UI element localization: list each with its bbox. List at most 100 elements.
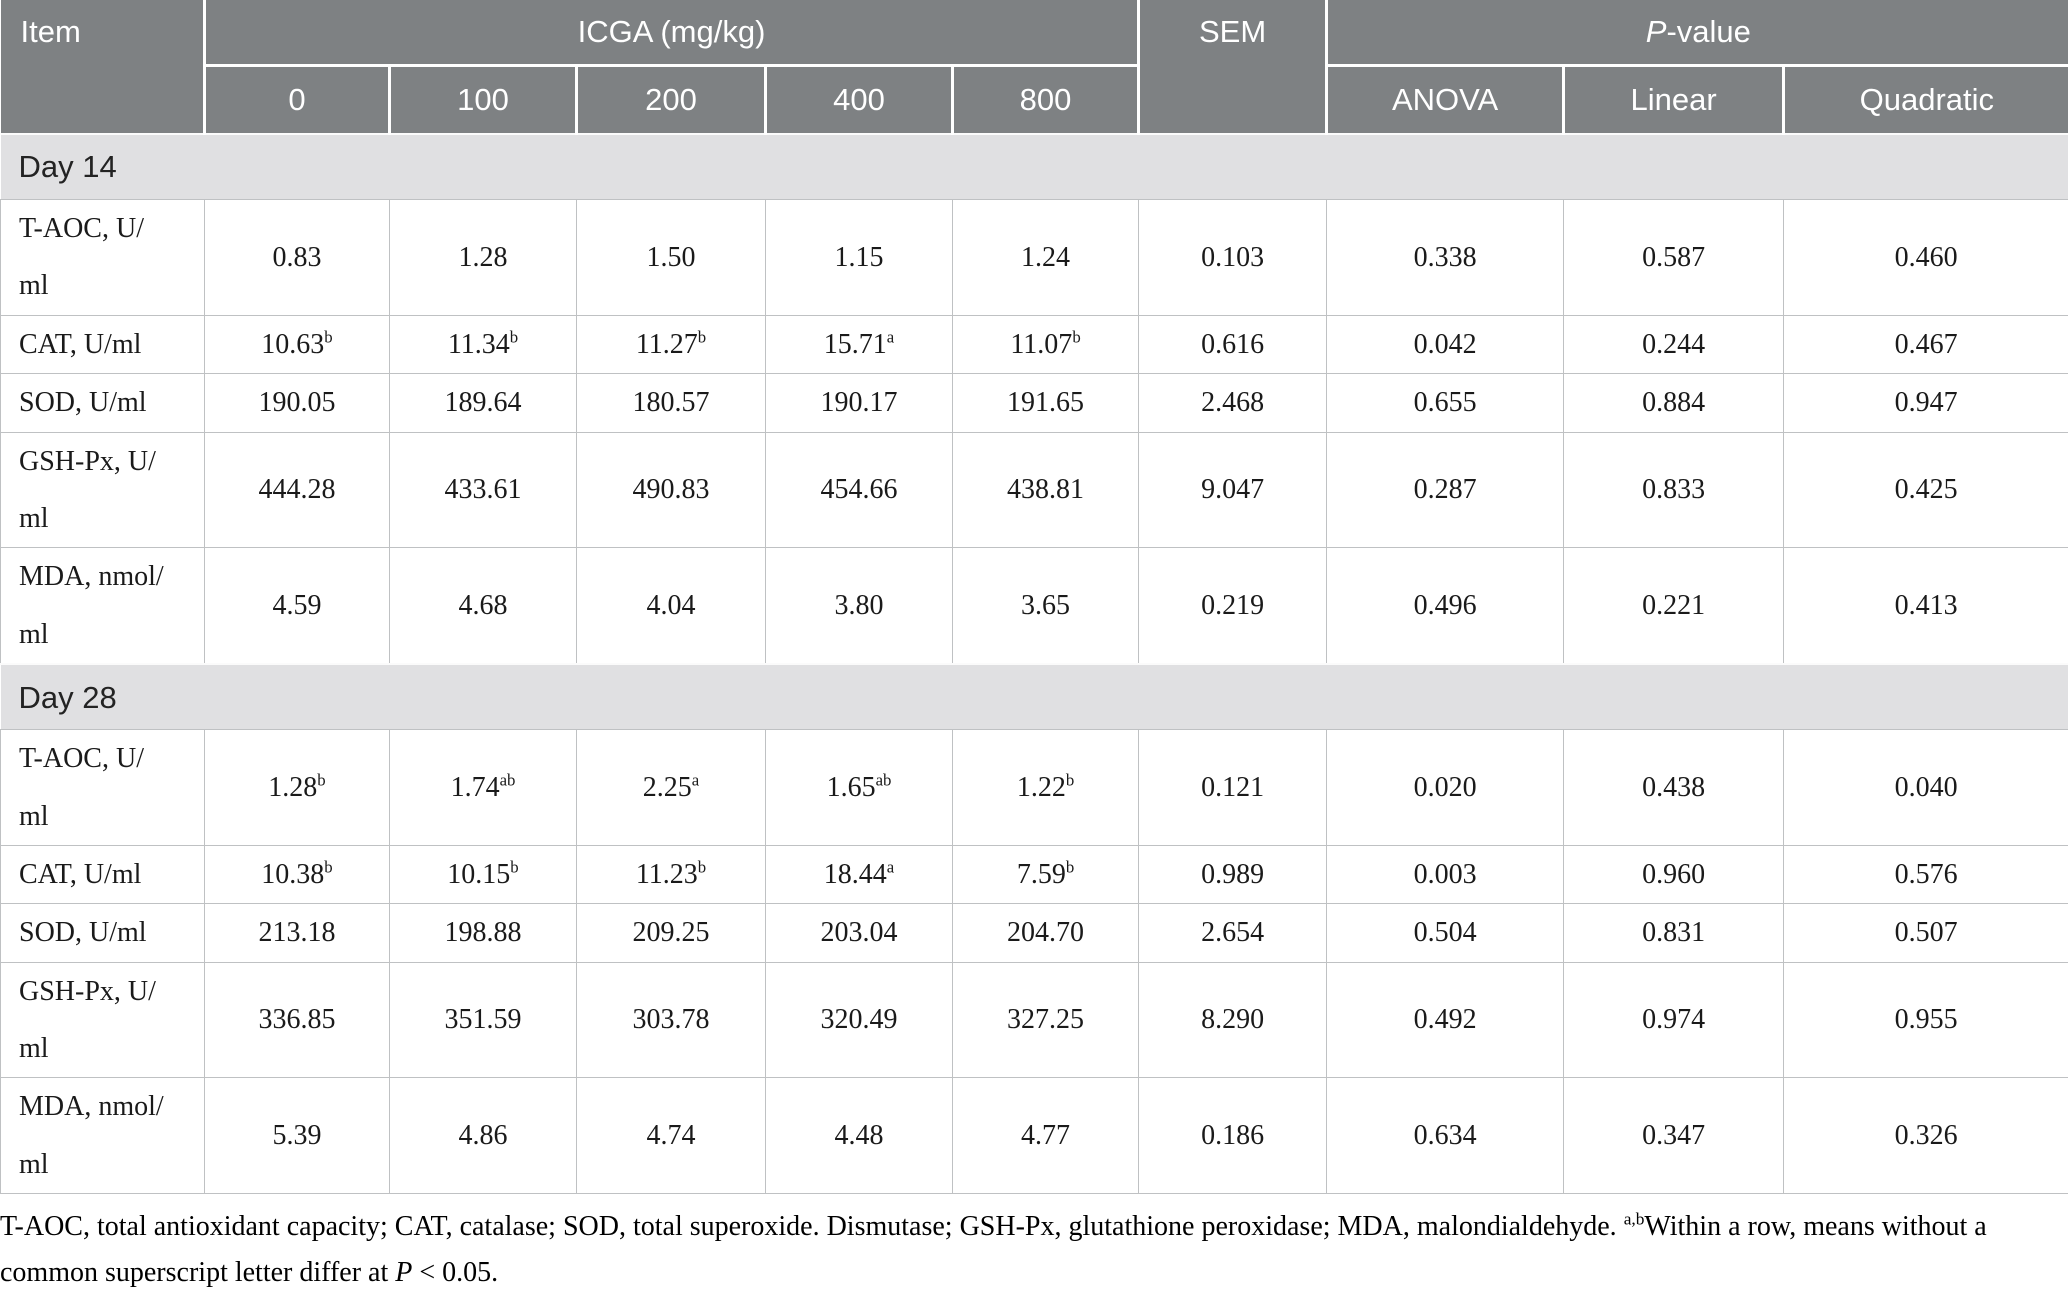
footnote-p-italic: P: [395, 1257, 412, 1288]
sem-cell: 0.616: [1139, 315, 1327, 373]
value-cell: 1.74ab: [390, 730, 577, 846]
pvalue-linear-cell: 0.960: [1564, 845, 1784, 903]
value-cell: 203.04: [766, 904, 953, 962]
pvalue-anova-cell: 0.655: [1327, 374, 1564, 432]
superscript-letter: b: [1072, 327, 1080, 346]
pvalue-anova-cell: 0.634: [1327, 1078, 1564, 1194]
value-cell: 191.65: [953, 374, 1139, 432]
value-cell: 180.57: [577, 374, 766, 432]
pvalue-quadratic-cell: 0.425: [1784, 432, 2068, 548]
superscript-letter: b: [324, 858, 332, 877]
pvalue-anova-cell: 0.042: [1327, 315, 1564, 373]
sem-cell: 0.121: [1139, 730, 1327, 846]
item-cell: MDA, nmol/ ml: [1, 548, 205, 664]
column-header-dose-800: 800: [953, 66, 1139, 135]
value-cell: 490.83: [577, 432, 766, 548]
value-cell: 1.24: [953, 200, 1139, 316]
superscript-letter: a: [887, 858, 894, 877]
column-header-sem: SEM: [1139, 0, 1327, 134]
item-cell: T-AOC, U/ ml: [1, 730, 205, 846]
value-cell: 336.85: [205, 962, 390, 1078]
sem-cell: 8.290: [1139, 962, 1327, 1078]
item-cell: MDA, nmol/ ml: [1, 1078, 205, 1194]
value-cell: 7.59b: [953, 845, 1139, 903]
section-title: Day 14: [1, 134, 2068, 200]
pvalue-linear-cell: 0.833: [1564, 432, 1784, 548]
value-cell: 1.28b: [205, 730, 390, 846]
pvalue-quadratic-cell: 0.947: [1784, 374, 2068, 432]
value-cell: 320.49: [766, 962, 953, 1078]
value-cell: 189.64: [390, 374, 577, 432]
value-cell: 433.61: [390, 432, 577, 548]
superscript-letter: b: [510, 327, 518, 346]
value-cell: 351.59: [390, 962, 577, 1078]
pvalue-linear-cell: 0.438: [1564, 730, 1784, 846]
item-cell: GSH-Px, U/ ml: [1, 962, 205, 1078]
column-header-anova: ANOVA: [1327, 66, 1564, 135]
value-cell: 3.65: [953, 548, 1139, 664]
sem-cell: 0.989: [1139, 845, 1327, 903]
value-cell: 438.81: [953, 432, 1139, 548]
pvalue-p-italic: P: [1646, 14, 1667, 49]
superscript-letter: a: [692, 770, 699, 789]
item-cell: CAT, U/ml: [1, 315, 205, 373]
value-cell: 10.15b: [390, 845, 577, 903]
value-cell: 213.18: [205, 904, 390, 962]
superscript-letter: b: [510, 858, 518, 877]
value-cell: 2.25a: [577, 730, 766, 846]
value-cell: 1.65ab: [766, 730, 953, 846]
superscript-letter: b: [1066, 858, 1074, 877]
superscript-letter: a: [887, 327, 894, 346]
item-cell: CAT, U/ml: [1, 845, 205, 903]
pvalue-linear-cell: 0.347: [1564, 1078, 1784, 1194]
column-header-quadratic: Quadratic: [1784, 66, 2068, 135]
pvalue-linear-cell: 0.587: [1564, 200, 1784, 316]
value-cell: 4.86: [390, 1078, 577, 1194]
superscript-letter: b: [324, 327, 332, 346]
pvalue-rest: -value: [1666, 14, 1750, 49]
value-cell: 190.17: [766, 374, 953, 432]
value-cell: 444.28: [205, 432, 390, 548]
value-cell: 454.66: [766, 432, 953, 548]
pvalue-linear-cell: 0.884: [1564, 374, 1784, 432]
value-cell: 18.44a: [766, 845, 953, 903]
value-cell: 1.28: [390, 200, 577, 316]
value-cell: 11.07b: [953, 315, 1139, 373]
pvalue-anova-cell: 0.496: [1327, 548, 1564, 664]
superscript-letter: b: [1066, 770, 1074, 789]
value-cell: 209.25: [577, 904, 766, 962]
column-header-item: Item: [1, 0, 205, 134]
value-cell: 303.78: [577, 962, 766, 1078]
table-footnote: T-AOC, total antioxidant capacity; CAT, …: [0, 1204, 2068, 1295]
sem-cell: 9.047: [1139, 432, 1327, 548]
sem-cell: 0.186: [1139, 1078, 1327, 1194]
item-cell: SOD, U/ml: [1, 904, 205, 962]
value-cell: 190.05: [205, 374, 390, 432]
value-cell: 11.27b: [577, 315, 766, 373]
value-cell: 10.38b: [205, 845, 390, 903]
column-header-dose-100: 100: [390, 66, 577, 135]
pvalue-linear-cell: 0.221: [1564, 548, 1784, 664]
value-cell: 4.59: [205, 548, 390, 664]
column-group-header-pvalue: P-value: [1327, 0, 2068, 66]
table-header: Item ICGA (mg/kg) SEM P-value 0 100 200 …: [1, 0, 2068, 134]
value-cell: 4.77: [953, 1078, 1139, 1194]
pvalue-anova-cell: 0.020: [1327, 730, 1564, 846]
value-cell: 0.83: [205, 200, 390, 316]
column-header-dose-400: 400: [766, 66, 953, 135]
pvalue-linear-cell: 0.244: [1564, 315, 1784, 373]
superscript-letter: b: [698, 327, 706, 346]
value-cell: 10.63b: [205, 315, 390, 373]
sem-cell: 0.103: [1139, 200, 1327, 316]
value-cell: 15.71a: [766, 315, 953, 373]
value-cell: 1.50: [577, 200, 766, 316]
